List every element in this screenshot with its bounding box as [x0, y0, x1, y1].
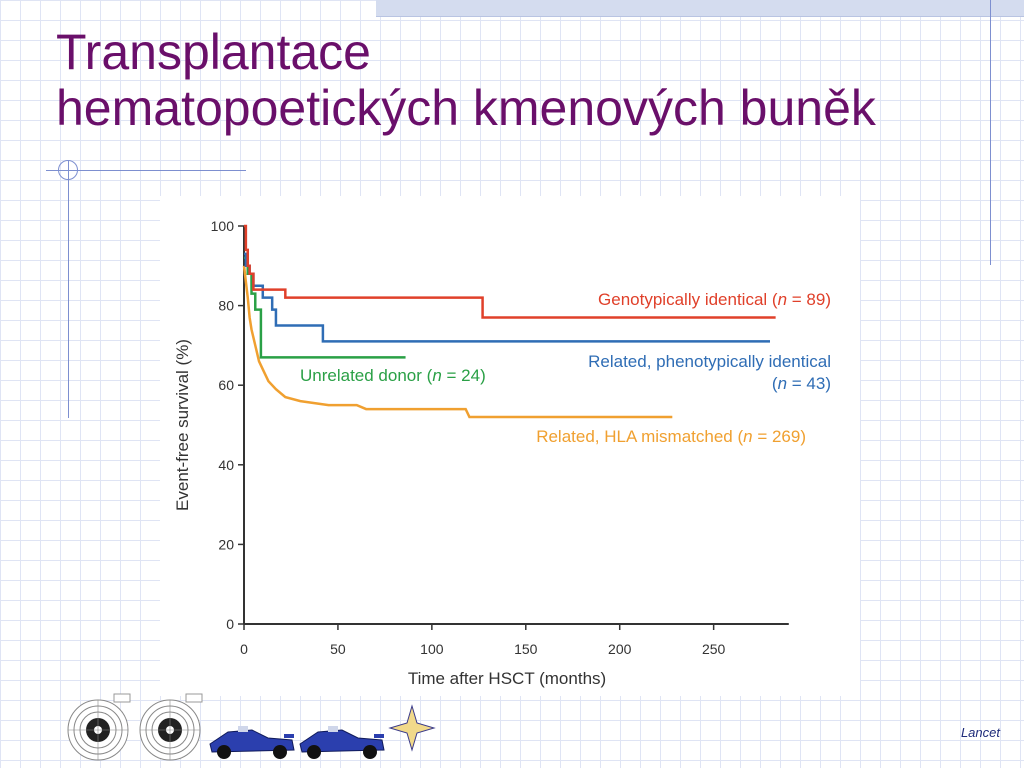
top-decor-band — [376, 0, 1024, 17]
series-label-2: Related, phenotypically identical — [588, 352, 831, 371]
series-label-2: (n = 43) — [772, 374, 831, 393]
x-tick-label: 150 — [514, 641, 538, 657]
x-tick-label: 200 — [608, 641, 632, 657]
decor-horizontal-line — [46, 170, 246, 171]
series-line-4 — [242, 265, 673, 419]
series-label-part: = 43) — [787, 374, 831, 393]
y-tick-label: 40 — [218, 457, 234, 473]
series-label-part: = 89) — [787, 290, 831, 309]
series-label-part: Unrelated donor ( — [300, 366, 433, 385]
series-label-part: n — [778, 290, 787, 309]
y-axis-title: Event-free survival (%) — [173, 339, 192, 511]
series-label-part: Related, phenotypically identical — [588, 352, 831, 371]
series-label-4: Related, HLA mismatched (n = 269) — [536, 427, 806, 446]
x-axis-title: Time after HSCT (months) — [408, 669, 606, 688]
y-tick-label: 20 — [218, 536, 234, 552]
series-label-part: = 24) — [442, 366, 486, 385]
target-icon — [139, 699, 201, 761]
y-tick-label: 0 — [226, 616, 234, 632]
series-label-part: n — [778, 374, 787, 393]
chart-axes: 0 20 40 60 80 100 0 50 100 150 200 250 Time after HS… — [173, 218, 789, 688]
y-tick-label: 80 — [218, 298, 234, 314]
series-label-part: Genotypically identical ( — [598, 290, 778, 309]
race-car-icon — [209, 726, 295, 759]
source-credit: Lancet — [960, 725, 1000, 740]
x-tick-label: 0 — [240, 641, 248, 657]
series-label-part: Related, HLA mismatched ( — [536, 427, 743, 446]
series-label-part: ( — [772, 374, 778, 393]
decor-vertical-line — [68, 160, 69, 418]
y-tick-label: 100 — [211, 218, 235, 234]
target-tag — [185, 693, 203, 703]
series-label-3: Unrelated donor (n = 24) — [300, 366, 486, 385]
chart-background — [160, 196, 860, 696]
series-line-1 — [244, 224, 776, 319]
slide-title: Transplantace hematopoetických kmenových… — [56, 24, 996, 136]
chart-series-labels: Genotypically identical (n = 89)Related,… — [300, 290, 831, 446]
x-tick-label: 50 — [330, 641, 346, 657]
series-label-part: = 269) — [753, 427, 806, 446]
decor-circle — [58, 160, 78, 180]
footer-decor — [67, 693, 436, 761]
x-tick-label: 100 — [420, 641, 444, 657]
series-label-part: n — [743, 427, 752, 446]
decor-vertical-line — [990, 0, 991, 265]
series-label-1: Genotypically identical (n = 89) — [598, 290, 831, 309]
x-tick-label: 250 — [702, 641, 726, 657]
y-tick-label: 60 — [218, 377, 234, 393]
star-icon — [388, 704, 436, 752]
target-tag — [113, 693, 131, 703]
slide-title-line1: Transplantace — [56, 24, 371, 80]
target-icon — [67, 699, 129, 761]
chart-series — [242, 224, 776, 419]
race-car-icon — [299, 726, 385, 759]
series-label-part: n — [432, 366, 441, 385]
slide-title-line2: hematopoetických kmenových buněk — [56, 80, 876, 136]
